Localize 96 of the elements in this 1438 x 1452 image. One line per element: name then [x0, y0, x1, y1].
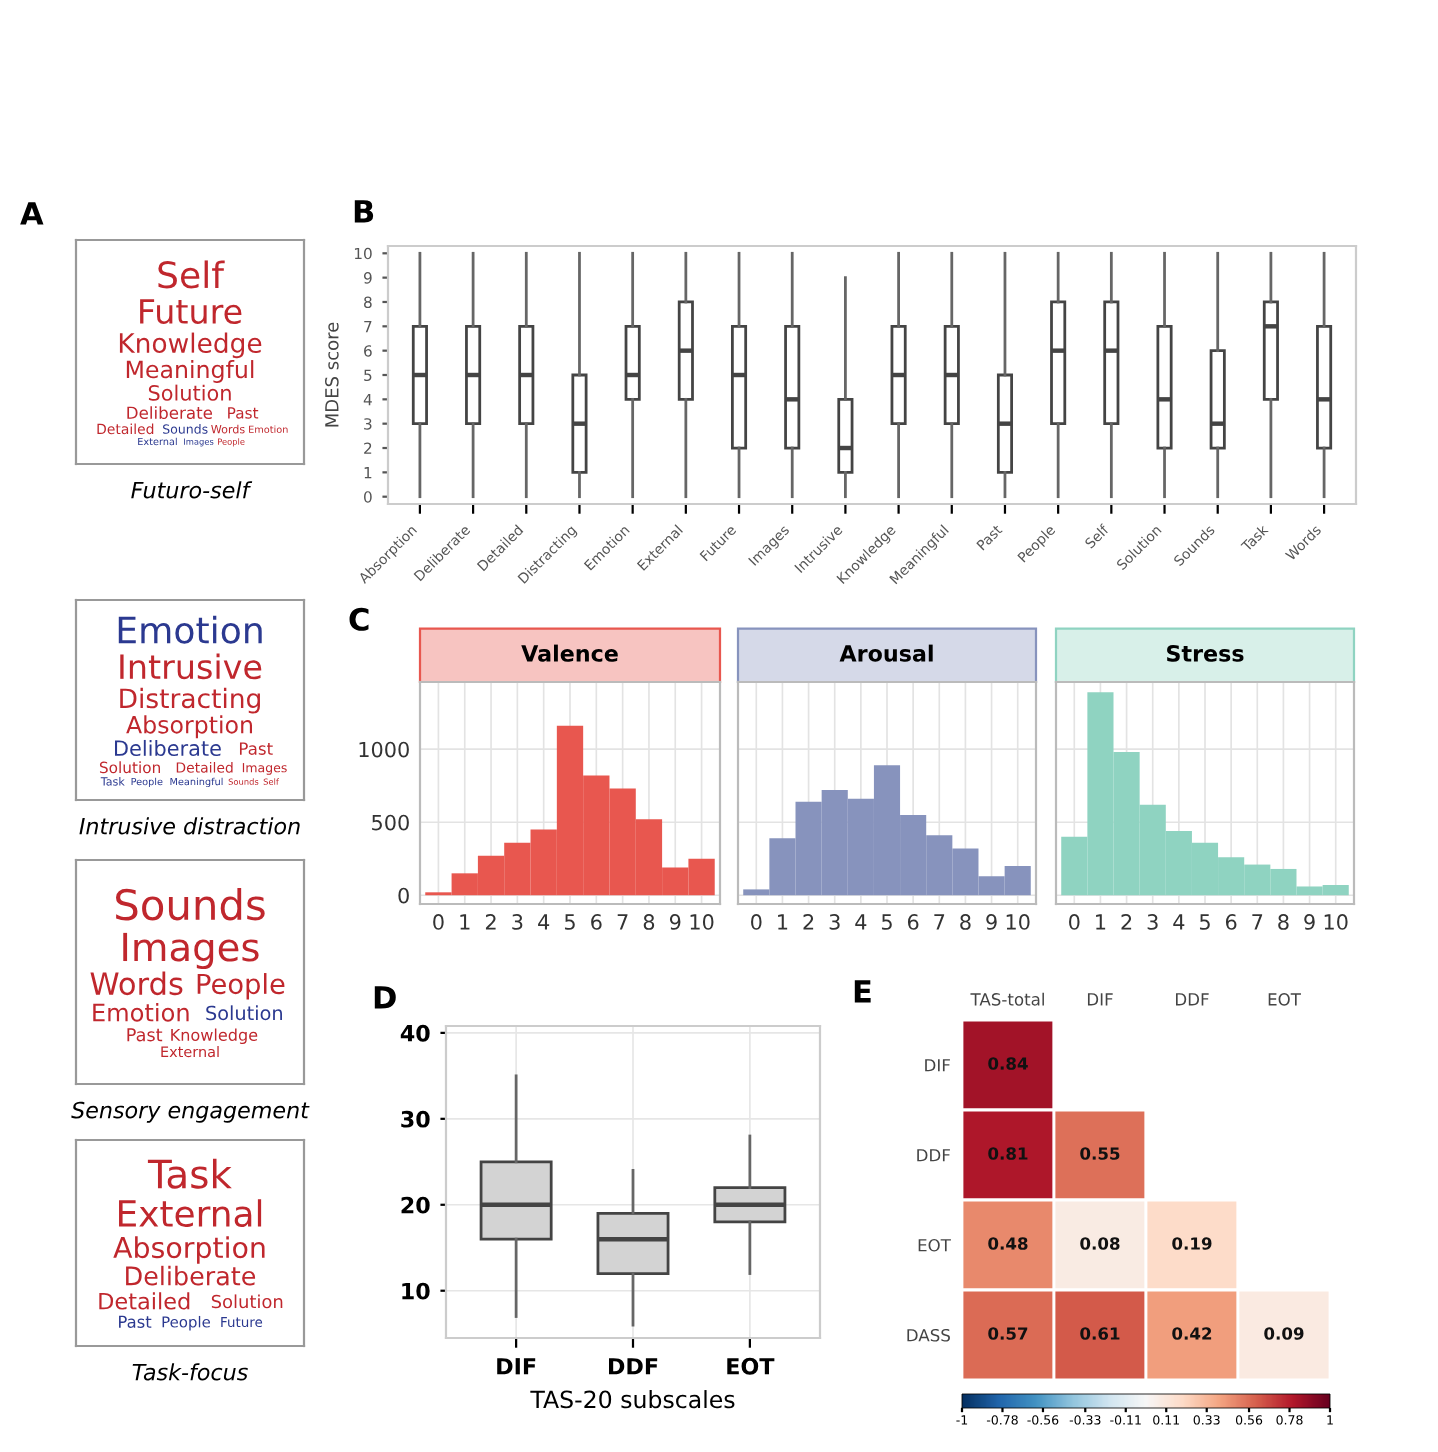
category-label: Past	[127, 1028, 163, 1042]
x-axis-title: TAS-20 subscales	[530, 1390, 735, 1409]
text: E	[854, 980, 871, 1003]
data-label: 0.19	[1172, 1237, 1212, 1250]
y-tick-label: 30	[401, 1110, 430, 1128]
chart-title: Stress	[1167, 645, 1244, 662]
category-label: Self	[158, 260, 225, 289]
category-label: Absorption	[126, 715, 253, 739]
x-tick-label: 0	[433, 914, 444, 930]
category-label: Solution	[211, 1294, 283, 1309]
data-label: 0.81	[988, 1147, 1028, 1160]
y-axis-title: MDES score	[325, 322, 339, 427]
category-label: Deliberate	[115, 739, 221, 757]
x-tick-label: 2	[485, 914, 496, 930]
x-tick-label: 3	[829, 914, 840, 930]
x-tick-label: 4	[1173, 914, 1185, 930]
y-tick-label: 500	[372, 814, 409, 831]
x-tick-label: 3	[1147, 914, 1158, 930]
x-tick-label: 2	[1121, 914, 1132, 930]
category-label: Future	[140, 299, 242, 324]
text: Intrusive distraction	[79, 817, 300, 835]
x-tick-label: 9	[1304, 914, 1315, 930]
text: Sensory engagement	[71, 1101, 310, 1123]
x-tick-label: DDF	[1176, 993, 1209, 1006]
category-label: Solution	[148, 384, 231, 401]
category-label: Solution	[206, 1005, 282, 1021]
x-tick-label: 9	[669, 914, 681, 930]
category-label: Past	[239, 742, 273, 755]
x-tick-label: TAS-total	[970, 992, 1044, 1006]
category-label: External	[119, 1199, 262, 1228]
category-label: Deliberate	[126, 1265, 256, 1286]
category-label: Deliberate	[127, 406, 213, 420]
category-label: Emotion	[118, 615, 262, 644]
category-label: Knowledge	[119, 332, 262, 359]
x-tick-label: 0	[1069, 914, 1080, 930]
x-tick-label: 10	[690, 914, 714, 930]
y-tick-label: DASS	[907, 1328, 950, 1342]
y-tick-label: 40	[400, 1024, 430, 1042]
data-label: 0.48	[988, 1237, 1028, 1250]
data-label: 0.09	[1264, 1327, 1304, 1340]
x-tick-label: 7	[617, 914, 628, 930]
data-label: 0.61	[1080, 1327, 1120, 1340]
text: D	[374, 986, 396, 1009]
x-tick-label: 1	[460, 914, 470, 930]
x-tick-label: DDF	[609, 1358, 658, 1375]
text: A	[20, 202, 44, 225]
x-tick-label: 0	[751, 914, 762, 930]
data-label: 0.57	[988, 1327, 1028, 1340]
x-tick-label: 8	[643, 914, 655, 930]
category-label: Meaningful	[126, 360, 254, 383]
category-label: Task	[147, 1158, 232, 1189]
x-tick-label: 2	[803, 914, 814, 930]
x-tick-label: DIF	[497, 1358, 536, 1375]
y-tick-label: DDF	[917, 1149, 950, 1162]
y-tick-label: DIF	[925, 1059, 950, 1072]
data-label: 0.84	[988, 1057, 1028, 1070]
data-label: 0.42	[1172, 1327, 1212, 1340]
x-tick-label: 7	[1252, 914, 1263, 930]
x-tick-label: DIF	[1087, 993, 1113, 1006]
chart-title: Valence	[521, 644, 618, 662]
y-tick-label: 1000	[359, 741, 409, 758]
x-tick-label: 8	[960, 914, 971, 930]
x-tick-label: 3	[512, 914, 523, 930]
x-tick-label: 4	[855, 914, 867, 930]
y-tick-label: 20	[401, 1196, 430, 1214]
y-tick-label: 10	[402, 1282, 430, 1300]
x-tick-label: 4	[538, 914, 550, 930]
text: C	[349, 607, 369, 631]
x-tick-label: 6	[907, 914, 919, 930]
x-tick-label: 6	[591, 914, 602, 930]
x-tick-label: 5	[881, 914, 892, 930]
data-label: 0.55	[1080, 1147, 1120, 1160]
text: Task-focus	[132, 1363, 248, 1381]
category-label: Past	[119, 1315, 152, 1328]
category-label: Detailed	[99, 1292, 190, 1310]
category-label: Absorption	[113, 1236, 265, 1264]
x-tick-label: EOT	[1268, 993, 1301, 1006]
x-tick-label: EOT	[727, 1357, 775, 1375]
y-tick-label: EOT	[918, 1238, 951, 1252]
x-tick-label: 6	[1225, 914, 1237, 930]
x-tick-label: 1	[1096, 914, 1106, 930]
text: Futuro-self	[131, 481, 253, 499]
x-tick-label: 1	[778, 914, 788, 930]
x-tick-label: 5	[564, 914, 575, 930]
category-label: Knowledge	[171, 1028, 258, 1045]
x-tick-label: 5	[1199, 914, 1210, 930]
x-tick-label: 10	[1324, 914, 1348, 930]
x-tick-label: 9	[986, 914, 997, 930]
x-tick-label: 8	[1278, 914, 1289, 930]
text: B	[354, 200, 374, 223]
x-tick-label: 10	[1006, 914, 1030, 930]
data-label: 0.08	[1080, 1237, 1120, 1250]
y-tick-label: 0	[398, 887, 409, 904]
category-label: Intrusive	[120, 653, 262, 680]
chart-title: Arousal	[839, 644, 933, 662]
category-label: Distracting	[120, 687, 260, 714]
